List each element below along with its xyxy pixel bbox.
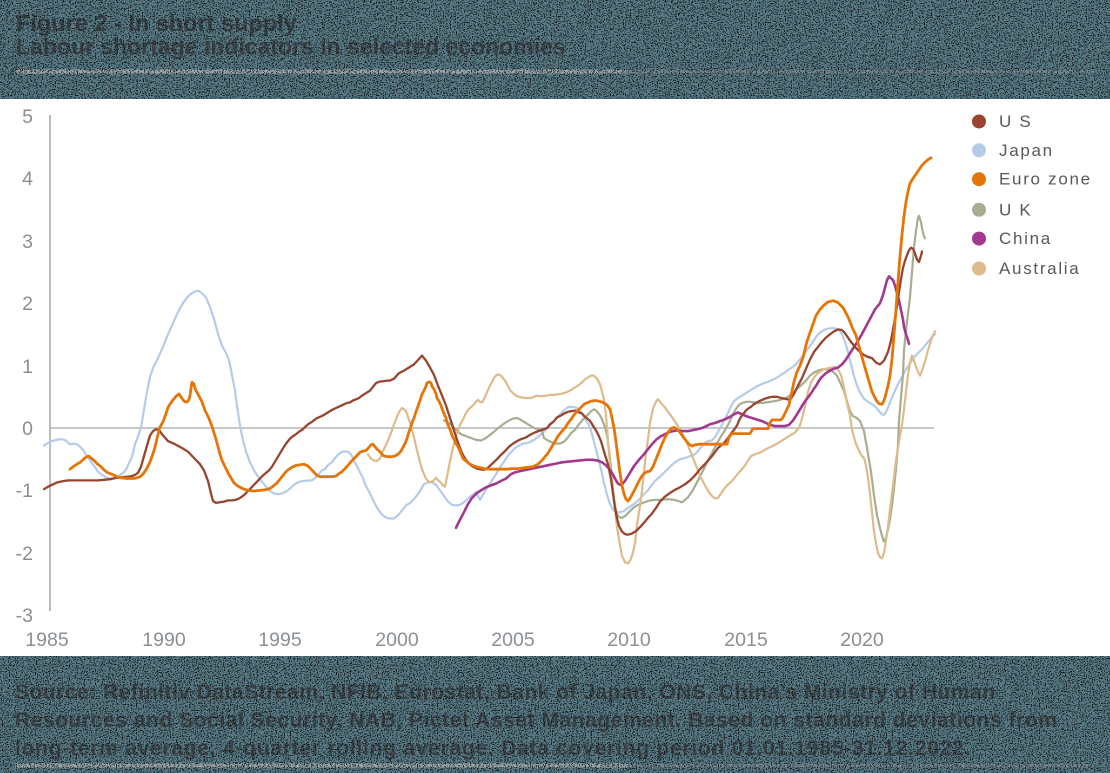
svg-text:4: 4 [22,168,33,190]
svg-text:1985: 1985 [25,629,69,651]
svg-text:China: China [999,229,1052,248]
svg-text:2015: 2015 [724,629,768,651]
svg-text:2: 2 [22,293,33,315]
svg-text:2005: 2005 [491,629,535,651]
svg-text:3: 3 [22,231,33,253]
svg-text:-2: -2 [16,543,33,565]
svg-text:2000: 2000 [375,629,419,651]
svg-text:-3: -3 [16,605,33,627]
svg-text:Euro zone: Euro zone [999,170,1092,189]
svg-text:1: 1 [22,356,33,378]
svg-text:Japan: Japan [999,141,1054,160]
svg-text:1990: 1990 [142,629,186,651]
svg-text:0: 0 [22,418,33,440]
svg-text:Australia: Australia [999,259,1080,278]
svg-text:-1: -1 [16,480,33,502]
svg-text:1995: 1995 [258,629,302,651]
svg-text:2010: 2010 [607,629,651,651]
svg-text:U K: U K [999,200,1032,219]
svg-text:2020: 2020 [840,629,884,651]
svg-text:U S: U S [999,112,1032,131]
svg-text:5: 5 [22,106,33,128]
